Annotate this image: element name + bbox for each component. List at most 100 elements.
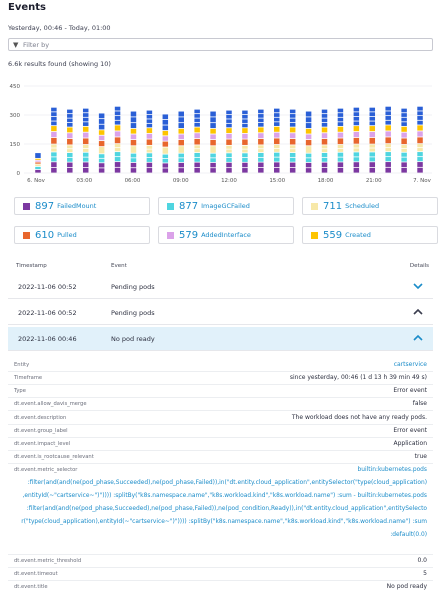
filter-input[interactable] (23, 40, 323, 50)
bar-segment-scheduled (401, 148, 407, 152)
bar-segment-other (385, 111, 391, 116)
bar-segment-other (82, 113, 89, 117)
table-header: Timestamp Event Details (8, 263, 433, 273)
bar-segment-scheduled (146, 145, 153, 149)
bar-segment-failedmount (242, 168, 248, 173)
legend-count: 610 (35, 229, 55, 241)
bar-segment-other (417, 106, 423, 111)
detail-type: Type Error event (8, 385, 433, 398)
legend-tile-pulled[interactable]: 610 Pulled (14, 226, 150, 244)
detail-impact-level: dt.event.impact_level Application (8, 438, 433, 451)
bar-segment-imagegcfailed (258, 157, 264, 162)
bar-segment-scheduled (82, 148, 89, 152)
bar-segment-scheduled (178, 146, 184, 153)
legend-tile-failedmount[interactable]: 897 FailedMount (14, 197, 150, 215)
bar-segment-failedmount (289, 162, 296, 168)
x-tick-label: 21:00 (366, 178, 382, 184)
legend-tile-addedinterface[interactable]: 579 AddedInterface (158, 226, 294, 244)
bar-segment-scheduled (194, 145, 200, 149)
bar-segment-scheduled (337, 148, 344, 152)
bar-segment-other (146, 119, 153, 123)
header-details: Details (409, 263, 429, 269)
bar-segment-other (178, 117, 184, 123)
bar-segment-other (146, 110, 153, 115)
bar-segment-scheduled (82, 144, 89, 148)
detail-value: The workload does not have any ready pod… (291, 414, 427, 421)
bar-segment-other (274, 113, 280, 117)
detail-timeframe: Timeframe since yesterday, 00:46 (1 d 13… (8, 372, 433, 385)
x-tick-label: 09:00 (173, 178, 189, 184)
bar-segment-addedinterface (385, 131, 391, 137)
bar-segment-other (242, 114, 248, 119)
metric-selector-value[interactable]: builtin:kubernetes.pods :filter(and(and(… (16, 464, 427, 542)
bar-segment-other (401, 122, 407, 126)
bar-segment-other (258, 114, 264, 118)
metric-selector-line: builtin:kubernetes.pods (357, 467, 427, 473)
bar-segment-other (226, 110, 232, 115)
bar-segment-scheduled (369, 144, 376, 148)
bar-segment-other (114, 111, 121, 116)
bar-segment-failedmount (353, 162, 360, 168)
legend-tile-created[interactable]: 559 Created (302, 226, 438, 244)
table-row-expanded[interactable]: 2022-11-06 00:46 No pod ready (8, 327, 433, 351)
legend-tile-imagegcfailed[interactable]: 877 ImageGCFailed (158, 197, 294, 215)
bar-segment-scheduled (226, 145, 232, 149)
bar-segment-created (162, 130, 169, 136)
bar-segment-failedmount (226, 162, 232, 168)
chevron-up-icon[interactable] (411, 331, 425, 345)
bar-segment-other (51, 116, 57, 121)
bar-segment-imagegcfailed (67, 157, 73, 162)
legend-swatch (311, 202, 318, 210)
table-row[interactable]: 2022-11-06 00:52 Pending pods (8, 301, 433, 325)
bar-segment-imagegcfailed (417, 157, 423, 162)
bar-segment-other (114, 106, 121, 111)
chevron-up-icon[interactable] (411, 305, 425, 319)
bar-segment-other (337, 122, 344, 126)
legend-tile-scheduled[interactable]: 711 Scheduled (302, 197, 438, 215)
bar-segment-other (194, 109, 200, 114)
chevron-down-icon[interactable] (411, 279, 425, 293)
entity-link[interactable]: cartservice (393, 361, 427, 368)
bar-segment-addedinterface (289, 133, 296, 139)
detail-key: dt.event.allow_davis_merge (14, 401, 87, 407)
bar-segment-other (178, 111, 184, 117)
bar-segment-other (162, 119, 169, 125)
bar-segment-other (369, 121, 376, 126)
bar-segment-imagegcfailed (51, 152, 57, 157)
bar-segment-imagegcfailed (146, 153, 153, 158)
bar-segment-scheduled (51, 148, 57, 152)
bar-segment-scheduled (321, 145, 328, 149)
bar-segment-other (305, 117, 312, 123)
bar-segment-pulled (82, 138, 89, 145)
bar-segment-created (82, 126, 89, 132)
bar-segment-other (289, 118, 296, 123)
bar-segment-other (337, 113, 344, 117)
filter-bar[interactable]: ▼ (8, 38, 433, 51)
bar-segment-other (385, 106, 391, 111)
bar-segment-scheduled (242, 149, 248, 153)
bar-segment-other (274, 122, 280, 126)
timeframe-selector[interactable]: Yesterday, 00:46 - Today, 01:00 (8, 24, 111, 32)
bar-segment-addedinterface (417, 131, 423, 137)
legend-swatch (311, 231, 318, 239)
legend-count: 559 (323, 229, 343, 241)
bar-segment-failedmount (385, 162, 391, 167)
row-event: Pending pods (111, 283, 155, 291)
bar-segment-failedmount (67, 162, 73, 168)
bar-segment-pulled (51, 137, 57, 144)
bar-segment-pulled (401, 138, 407, 145)
detail-value: 5 (423, 570, 427, 577)
bar-segment-pulled (98, 141, 105, 147)
bar-segment-imagegcfailed (178, 158, 184, 163)
bar-segment-addedinterface (226, 133, 232, 139)
bar-segment-imagegcfailed (305, 153, 312, 158)
bar-segment-other (226, 114, 232, 119)
bar-segment-failedmount (369, 167, 376, 173)
bar-segment-failedmount (321, 162, 328, 168)
bar-segment-other (321, 122, 328, 127)
bar-segment-failedmount (98, 168, 105, 173)
bar-segment-other (51, 107, 57, 112)
bar-segment-other (35, 153, 41, 158)
table-row[interactable]: 2022-11-06 00:52 Pending pods (8, 275, 433, 299)
bar-segment-failedmount (51, 167, 57, 173)
